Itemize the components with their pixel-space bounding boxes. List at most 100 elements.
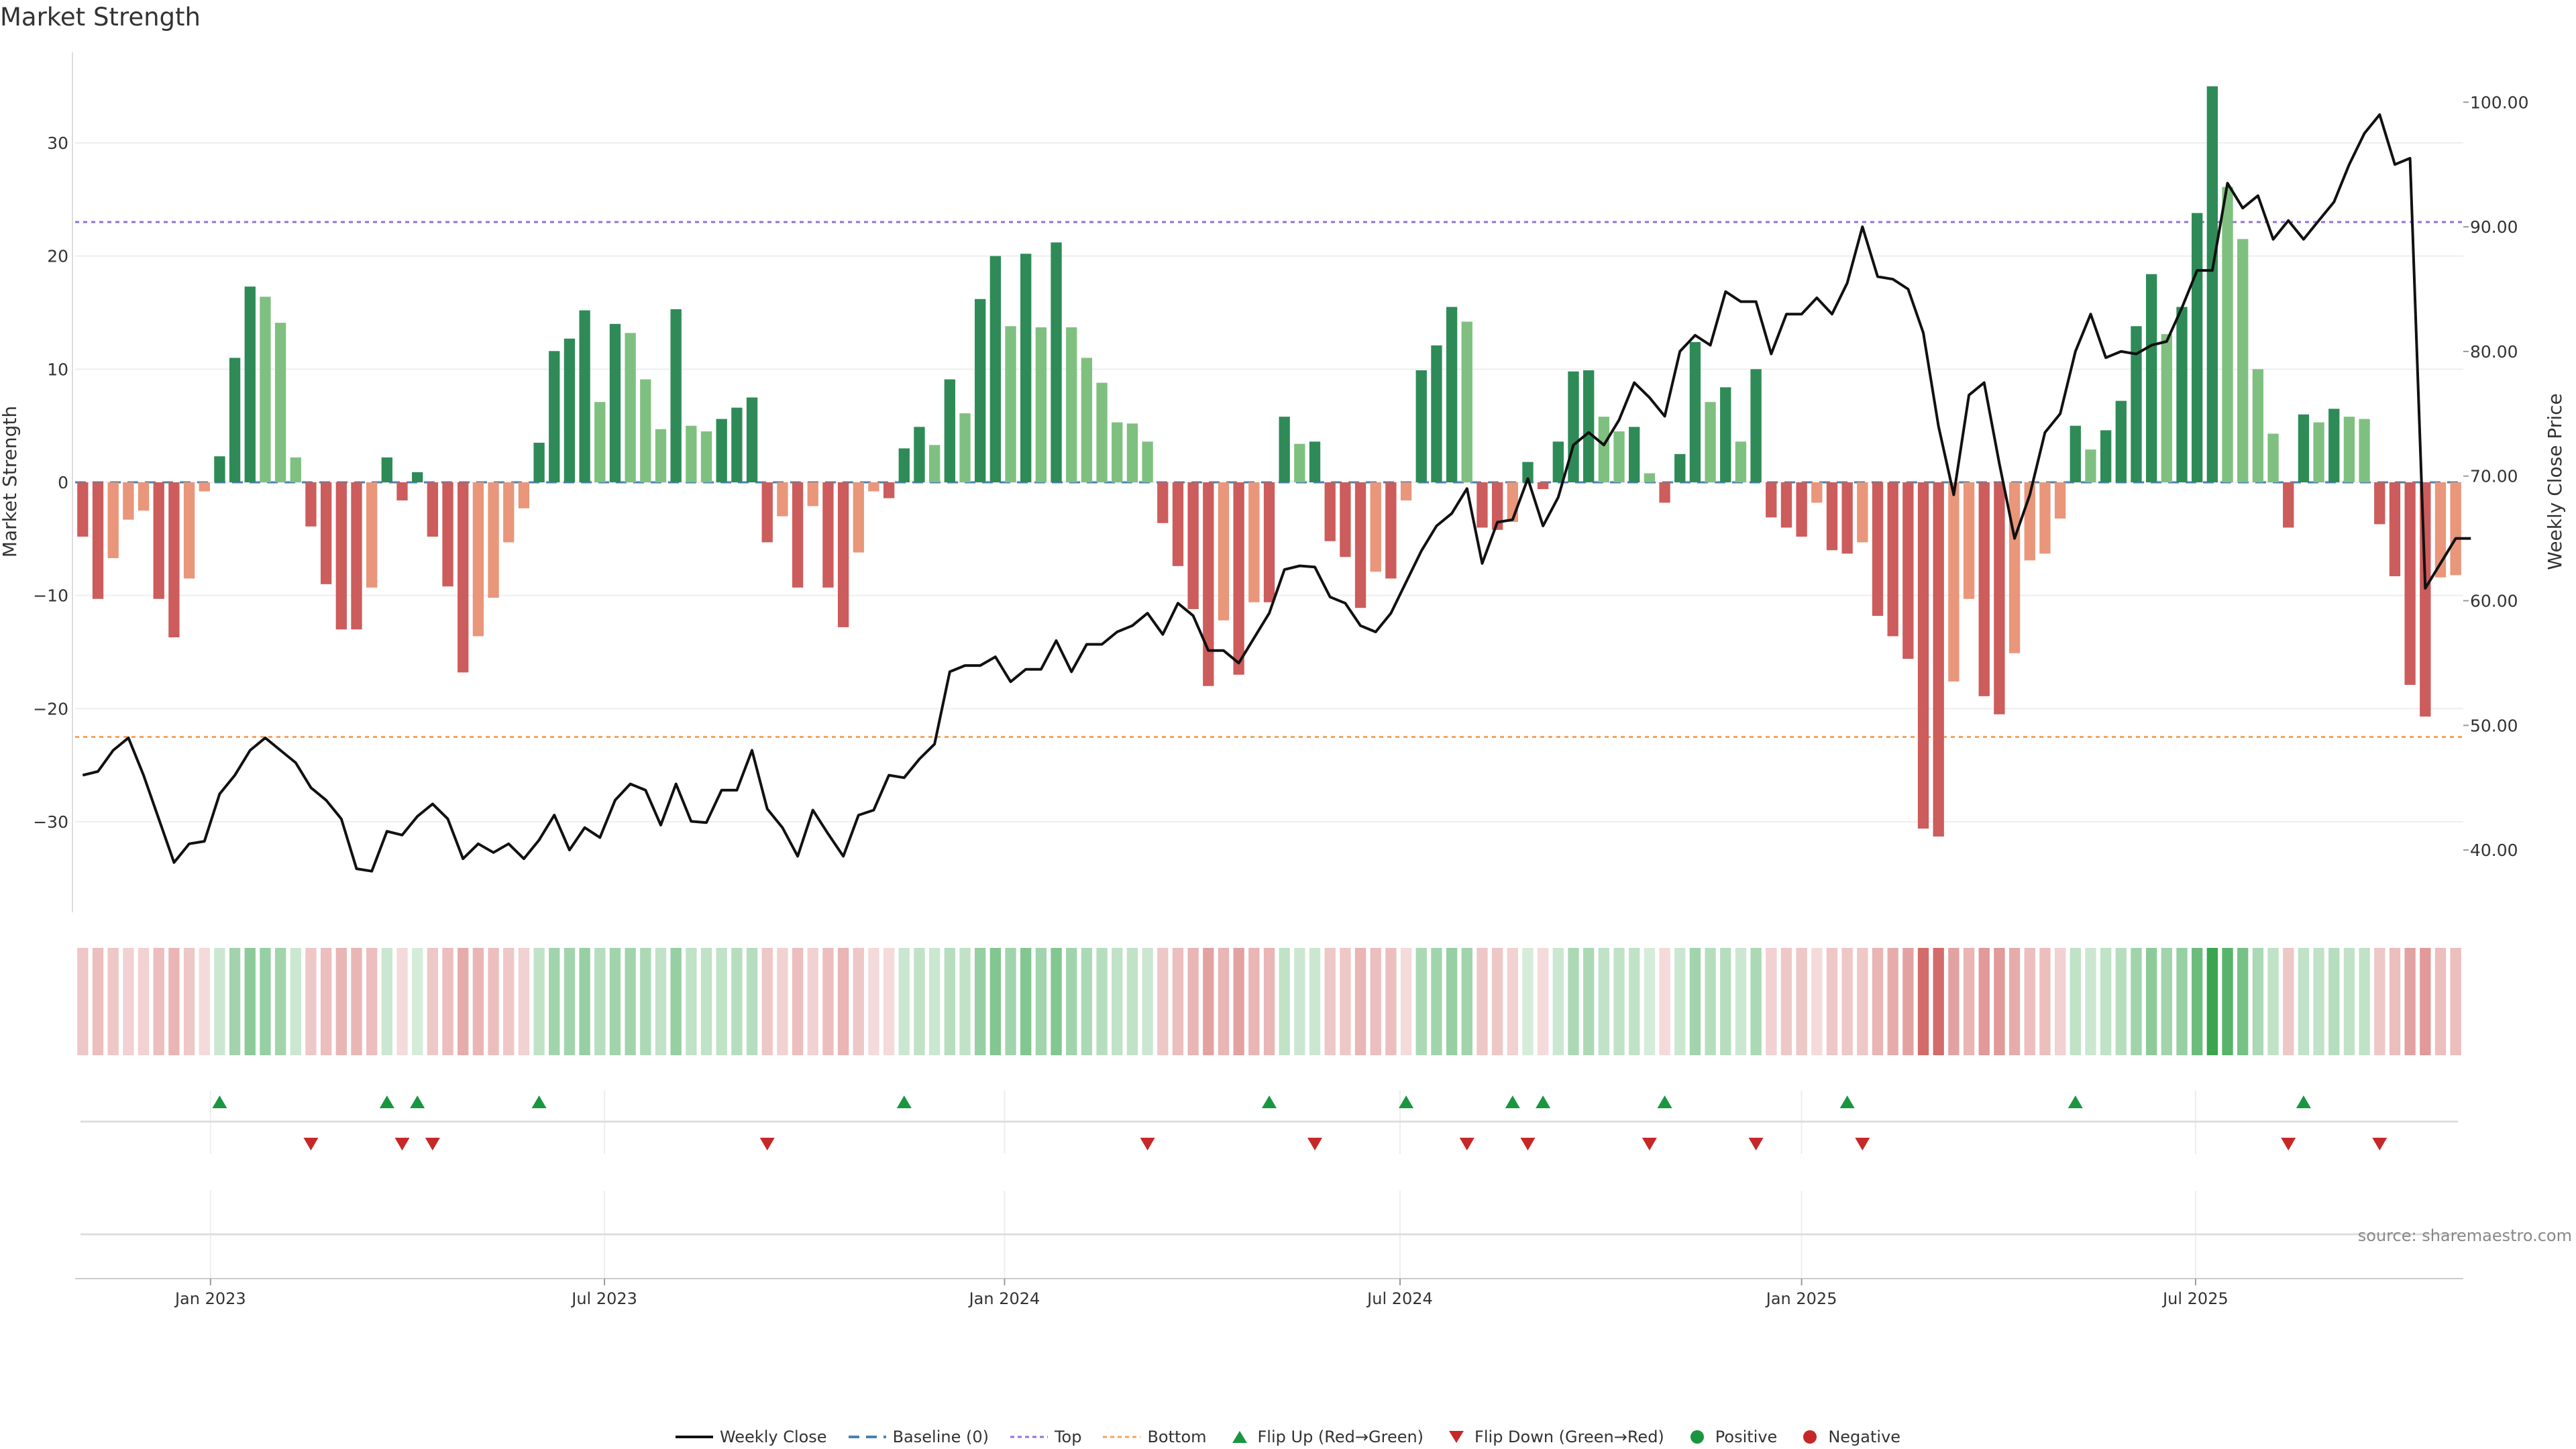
strength-bar (1522, 462, 1534, 482)
strength-bar (381, 457, 393, 482)
strength-heat-cell (1354, 948, 1366, 1055)
flip-down-marker (1307, 1138, 1323, 1150)
strength-heat-cell (2024, 948, 2035, 1055)
strength-bar (655, 429, 667, 482)
strength-heat-cell (290, 948, 301, 1055)
strength-heat-cell (2404, 948, 2416, 1055)
strength-heat-cell (792, 948, 804, 1055)
strength-bar (1005, 326, 1016, 482)
strength-bar (2115, 400, 2127, 482)
strength-heat-cell (1552, 948, 1564, 1055)
strength-heat-cell (2008, 948, 2021, 1055)
y-tick-label: 10 (47, 360, 68, 379)
strength-bar (2343, 417, 2355, 482)
flip-down-marker (394, 1138, 410, 1150)
strength-bar (2131, 326, 2142, 482)
strength-bar (1035, 327, 1047, 482)
flip-up-marker (1399, 1095, 1414, 1108)
strength-bar (700, 431, 712, 482)
x-tick-label: Jan 2023 (174, 1289, 246, 1308)
legend: Weekly Close Baseline (0) Top Bottom Flip Up… (0, 1428, 2576, 1448)
legend-label: Positive (1715, 1428, 1778, 1446)
strength-bar (518, 482, 530, 508)
strength-bar (2085, 449, 2096, 482)
legend-item-top: Top (1010, 1428, 1081, 1446)
legend-label: Weekly Close (719, 1428, 827, 1446)
strength-bar (290, 457, 301, 482)
strength-bar (2145, 274, 2157, 482)
strength-heat-cell (2283, 948, 2294, 1055)
strength-bar (1415, 370, 1427, 482)
strength-heat-cell (1020, 948, 1032, 1055)
strength-bar (2222, 186, 2233, 482)
flip-down-marker (759, 1138, 775, 1150)
strength-bar (366, 482, 378, 588)
strength-heat-cell (777, 948, 788, 1055)
strength-heat-cell (2389, 948, 2401, 1055)
strength-bar (1872, 482, 1884, 616)
strength-bar (1811, 482, 1823, 503)
strength-heat-cell (1826, 948, 1838, 1055)
strength-heat-cell (2206, 948, 2218, 1055)
strength-heat-cell (92, 948, 104, 1055)
strength-heat-cell (2145, 948, 2157, 1055)
strength-bar (1537, 482, 1549, 490)
strength-bar (1613, 431, 1625, 482)
strength-heat-cell (868, 948, 879, 1055)
strength-heat-cell (1629, 948, 1640, 1055)
strength-heat-cell (2085, 948, 2096, 1055)
strength-heat-cell (1857, 948, 1868, 1055)
strength-bar (2359, 419, 2370, 482)
strength-bar (822, 482, 834, 588)
legend-item-flip-down: Flip Down (Green→Red) (1445, 1428, 1664, 1446)
strength-heat-cell (381, 948, 393, 1055)
strength-bar (1142, 441, 1153, 482)
strength-bar (1446, 307, 1458, 482)
flip-down-marker (1140, 1138, 1155, 1150)
strength-bar (1354, 482, 1366, 608)
strength-bar (1629, 427, 1640, 482)
strength-heat-cell (2374, 948, 2385, 1055)
y-tick-label: −20 (33, 699, 68, 718)
strength-bar (2192, 213, 2203, 482)
strength-heat-cell (1994, 948, 2005, 1055)
strength-heat-cell (914, 948, 925, 1055)
legend-label: Flip Down (Green→Red) (1474, 1428, 1664, 1446)
strength-bar (640, 379, 651, 482)
strength-bar (1583, 370, 1595, 482)
strength-heat-cell (2450, 948, 2461, 1055)
strength-bar (2206, 86, 2218, 482)
strength-heat-cell (1933, 948, 1944, 1055)
strength-heat-cell (579, 948, 590, 1055)
strength-heat-cell (1294, 948, 1305, 1055)
strength-heat-cell (686, 948, 697, 1055)
y2-tick-label: 50.00 (2470, 716, 2518, 735)
strength-bar (533, 442, 545, 482)
y2-tick-label: 60.00 (2470, 592, 2518, 611)
strength-heat-cell (1948, 948, 1960, 1055)
flip-down-marker (1748, 1138, 1764, 1150)
strength-heat-cell (1446, 948, 1458, 1055)
strength-heat-cell (807, 948, 818, 1055)
flip-up-marker (379, 1095, 394, 1108)
legend-swatch-flip-down (1449, 1431, 1464, 1443)
flip-down-marker (1520, 1138, 1536, 1150)
strength-bar (1826, 482, 1838, 551)
strength-bar (1218, 482, 1230, 621)
flip-up-marker (410, 1095, 425, 1108)
strength-heat-cell (2131, 948, 2142, 1055)
strength-bar (1674, 453, 1686, 482)
strength-bar (1096, 382, 1108, 482)
strength-heat-cell (1522, 948, 1534, 1055)
strength-bars (77, 86, 2461, 837)
strength-heat-cell (2252, 948, 2264, 1055)
strength-bar (898, 448, 910, 482)
strength-bar (731, 407, 743, 482)
strength-bar (807, 482, 818, 506)
strength-bar (1568, 371, 1579, 482)
strength-bar (1780, 482, 1792, 528)
strength-heat-cell (518, 948, 530, 1055)
strength-bar (92, 482, 104, 599)
strength-heat-cell (458, 948, 469, 1055)
